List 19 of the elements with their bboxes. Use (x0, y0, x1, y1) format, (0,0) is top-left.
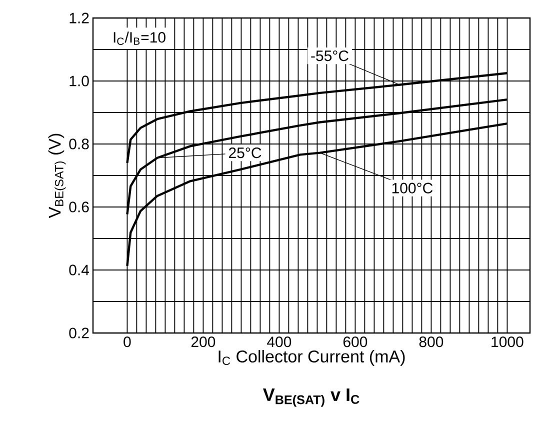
x-axis-title: I$_{C}$ Collector Current (mA) (218, 350, 405, 366)
y-axis-title: V$_{BE(SAT)}$ (V) (48, 134, 66, 218)
y-tick-label: 1.0 (70, 76, 89, 86)
y-tick-label: 0.4 (69, 264, 90, 276)
x-tick-label: 1000 (492, 336, 524, 348)
x-tick-label: 0 (124, 336, 131, 348)
y-tick-label: 0.8 (69, 138, 89, 150)
annotation: I$_{C}$/I$_{B}$=10 (114, 32, 166, 45)
text: V$_{BE(SAT)}$ v I$_{C}$ (262, 388, 360, 407)
x-tick-label: 600 (343, 336, 368, 348)
x-tick-label: 200 (191, 336, 216, 348)
series-label: -55°C (311, 50, 348, 62)
y-tick-label: 0.2 (69, 328, 89, 338)
x-tick-label: 800 (419, 336, 444, 348)
x-tick-label: 400 (267, 336, 292, 348)
y-tick-label: 0.6 (69, 202, 89, 212)
y-tick-label: 1.2 (70, 12, 89, 24)
series-label: 25°C (228, 148, 262, 158)
text: 100°C (392, 182, 433, 194)
